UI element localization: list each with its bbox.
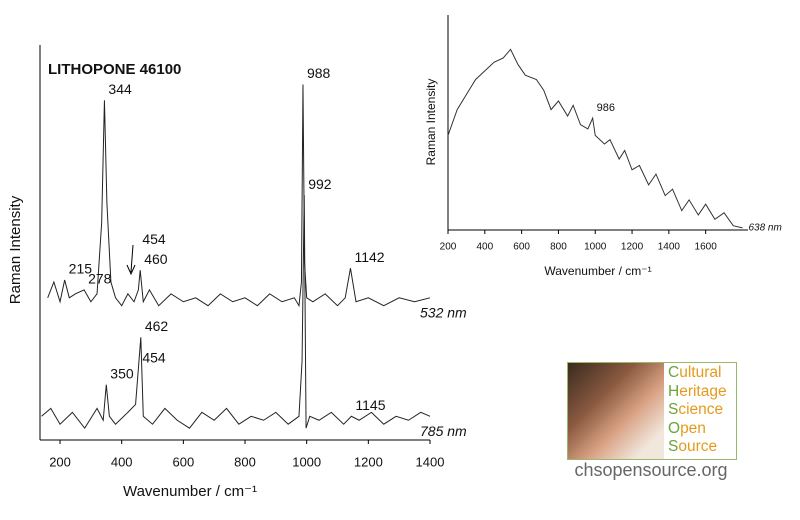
x-tick-label: 1000 bbox=[584, 242, 607, 253]
peak-label: 344 bbox=[108, 81, 132, 97]
x-axis-label: Wavenumber / cm⁻¹ bbox=[123, 483, 257, 500]
x-tick-label: 1400 bbox=[658, 242, 681, 253]
x-tick-label: 400 bbox=[111, 454, 133, 469]
x-tick-label: 1000 bbox=[292, 454, 321, 469]
arrow bbox=[126, 244, 136, 276]
x-tick-label: 1200 bbox=[621, 242, 644, 253]
logo-url: chsopensource.org bbox=[574, 460, 728, 480]
peak-label: 462 bbox=[145, 318, 169, 334]
x-tick-label: 200 bbox=[49, 454, 71, 469]
peak-label: 992 bbox=[308, 176, 332, 192]
x-tick-label: 200 bbox=[440, 242, 457, 253]
logo-line: Source bbox=[668, 438, 718, 456]
peak-label: 988 bbox=[307, 65, 331, 81]
peak-label: 454 bbox=[142, 231, 166, 247]
spectrum-line bbox=[41, 195, 431, 430]
peak-label: 460 bbox=[144, 251, 168, 267]
x-tick-label: 400 bbox=[476, 242, 493, 253]
logo-line: Cultural bbox=[668, 364, 722, 381]
peak-label: 1142 bbox=[354, 249, 384, 265]
peak-label: 454 bbox=[142, 350, 166, 366]
peak-label: 1145 bbox=[355, 397, 385, 413]
logo-line: Science bbox=[668, 401, 724, 419]
peak-label: 350 bbox=[110, 365, 134, 381]
spectrum-line bbox=[447, 48, 743, 229]
x-tick-label: 1200 bbox=[354, 454, 383, 469]
y-axis-label: Raman Intensity bbox=[7, 195, 24, 304]
x-axis-label: Wavenumber / cm⁻¹ bbox=[544, 264, 651, 278]
x-tick-label: 800 bbox=[550, 242, 567, 253]
series-label: 785 nm bbox=[420, 423, 467, 439]
logo-line: Open bbox=[668, 419, 706, 437]
peak-label: 215 bbox=[69, 261, 93, 277]
x-tick-label: 600 bbox=[173, 454, 195, 469]
logo-text: Cultural Heritage Science Open Source bbox=[668, 364, 727, 457]
x-tick-label: 600 bbox=[513, 242, 530, 253]
logo: Cultural Heritage Science Open Source bbox=[567, 362, 737, 460]
x-tick-label: 800 bbox=[234, 454, 256, 469]
spectrum-line bbox=[47, 84, 431, 308]
peak-label: 986 bbox=[597, 102, 615, 114]
series-label: 532 nm bbox=[420, 305, 467, 321]
logo-line: Heritage bbox=[668, 382, 727, 400]
x-tick-label: 1400 bbox=[416, 454, 445, 469]
peak-label: 278 bbox=[88, 271, 112, 287]
series-label: 638 nm bbox=[748, 222, 781, 233]
y-axis-label: Raman Intensity bbox=[424, 79, 438, 166]
logo-image bbox=[568, 363, 664, 459]
x-tick-label: 1600 bbox=[695, 242, 718, 253]
chart-title: LITHOPONE 46100 bbox=[48, 61, 181, 78]
